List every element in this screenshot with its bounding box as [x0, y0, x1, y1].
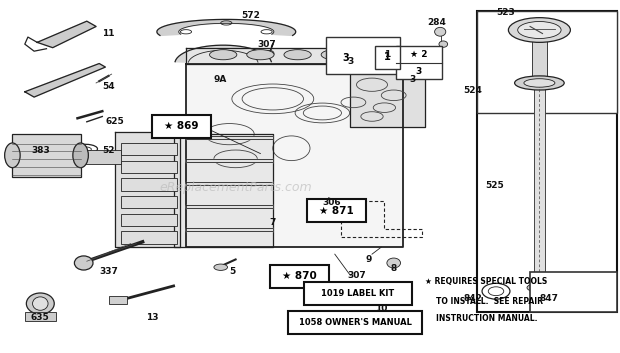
- FancyBboxPatch shape: [375, 46, 400, 69]
- Polygon shape: [186, 205, 273, 208]
- Text: 3: 3: [409, 75, 415, 84]
- Ellipse shape: [524, 79, 555, 87]
- FancyBboxPatch shape: [288, 311, 422, 334]
- Polygon shape: [186, 159, 273, 162]
- Ellipse shape: [27, 293, 55, 314]
- Ellipse shape: [508, 18, 570, 42]
- Polygon shape: [186, 48, 422, 64]
- Text: 3: 3: [415, 67, 422, 76]
- FancyBboxPatch shape: [304, 282, 412, 305]
- FancyBboxPatch shape: [152, 115, 211, 138]
- FancyBboxPatch shape: [270, 265, 329, 288]
- Ellipse shape: [265, 50, 274, 57]
- Ellipse shape: [74, 256, 93, 270]
- Ellipse shape: [5, 143, 20, 168]
- Text: 635: 635: [31, 313, 50, 322]
- Text: 9: 9: [366, 255, 372, 264]
- Ellipse shape: [73, 143, 89, 168]
- Ellipse shape: [284, 50, 311, 60]
- FancyBboxPatch shape: [477, 11, 617, 312]
- Text: 525: 525: [485, 181, 504, 190]
- Text: 1: 1: [384, 50, 391, 59]
- Text: 9A: 9A: [213, 75, 227, 84]
- Ellipse shape: [439, 41, 448, 47]
- Text: ★ 869: ★ 869: [164, 121, 198, 131]
- Text: 1019 LABEL KIT: 1019 LABEL KIT: [321, 289, 395, 298]
- Text: 7: 7: [270, 218, 276, 227]
- Polygon shape: [25, 64, 105, 97]
- Text: 3: 3: [343, 53, 349, 62]
- Text: 383: 383: [31, 145, 50, 155]
- Ellipse shape: [214, 264, 228, 270]
- Polygon shape: [157, 19, 296, 35]
- Text: 524: 524: [463, 85, 482, 95]
- FancyBboxPatch shape: [326, 37, 400, 74]
- Text: 1058 OWNER'S MANUAL: 1058 OWNER'S MANUAL: [298, 318, 412, 327]
- Text: 306: 306: [322, 198, 341, 208]
- Text: 13: 13: [146, 313, 158, 322]
- Polygon shape: [186, 228, 273, 231]
- FancyBboxPatch shape: [12, 134, 81, 176]
- Text: 5: 5: [229, 267, 236, 276]
- Ellipse shape: [321, 50, 348, 60]
- Text: 54: 54: [102, 82, 115, 91]
- Ellipse shape: [527, 283, 552, 292]
- Text: 337: 337: [99, 267, 118, 276]
- Text: eReplacementParts.com: eReplacementParts.com: [159, 181, 312, 193]
- FancyBboxPatch shape: [121, 143, 177, 155]
- Text: 10: 10: [375, 304, 388, 313]
- Ellipse shape: [518, 22, 561, 38]
- FancyBboxPatch shape: [121, 231, 177, 244]
- FancyBboxPatch shape: [121, 178, 177, 191]
- FancyBboxPatch shape: [78, 150, 121, 164]
- Text: 11: 11: [102, 29, 115, 38]
- FancyBboxPatch shape: [530, 272, 617, 312]
- Polygon shape: [350, 64, 425, 127]
- Text: ★ 2: ★ 2: [410, 50, 428, 59]
- FancyBboxPatch shape: [25, 312, 56, 321]
- Text: 3: 3: [347, 57, 353, 66]
- Text: 625: 625: [105, 117, 124, 126]
- FancyBboxPatch shape: [532, 34, 547, 83]
- Text: TO INSTALL.  SEE REPAIR: TO INSTALL. SEE REPAIR: [436, 297, 543, 305]
- Polygon shape: [174, 134, 273, 247]
- FancyBboxPatch shape: [307, 199, 366, 222]
- FancyBboxPatch shape: [121, 196, 177, 208]
- Text: 284: 284: [428, 18, 446, 28]
- Text: 8: 8: [391, 264, 397, 273]
- FancyBboxPatch shape: [396, 46, 442, 79]
- Text: ★ 871: ★ 871: [319, 206, 354, 216]
- FancyBboxPatch shape: [121, 161, 177, 173]
- FancyBboxPatch shape: [108, 296, 127, 304]
- Polygon shape: [37, 21, 96, 48]
- Ellipse shape: [435, 27, 446, 36]
- Ellipse shape: [247, 50, 274, 60]
- FancyBboxPatch shape: [121, 214, 177, 226]
- Text: 1: 1: [384, 52, 391, 62]
- Text: 847: 847: [539, 294, 558, 303]
- Text: 572: 572: [242, 11, 260, 20]
- Polygon shape: [175, 45, 272, 62]
- FancyBboxPatch shape: [477, 11, 617, 113]
- Text: ★ 870: ★ 870: [281, 271, 317, 281]
- Ellipse shape: [515, 76, 564, 90]
- Text: 842: 842: [463, 294, 482, 303]
- Text: 523: 523: [496, 8, 515, 17]
- Polygon shape: [115, 132, 180, 247]
- Polygon shape: [186, 64, 403, 247]
- Ellipse shape: [387, 258, 401, 268]
- Text: ★ REQUIRES SPECIAL TOOLS: ★ REQUIRES SPECIAL TOOLS: [425, 277, 547, 286]
- Ellipse shape: [210, 50, 237, 60]
- FancyBboxPatch shape: [534, 85, 545, 291]
- Ellipse shape: [33, 297, 48, 310]
- Text: 52: 52: [102, 145, 115, 155]
- Polygon shape: [186, 182, 273, 185]
- Text: 307: 307: [347, 271, 366, 280]
- Text: INSTRUCTION MANUAL.: INSTRUCTION MANUAL.: [436, 314, 538, 323]
- Polygon shape: [186, 136, 273, 139]
- Text: 307: 307: [257, 40, 276, 49]
